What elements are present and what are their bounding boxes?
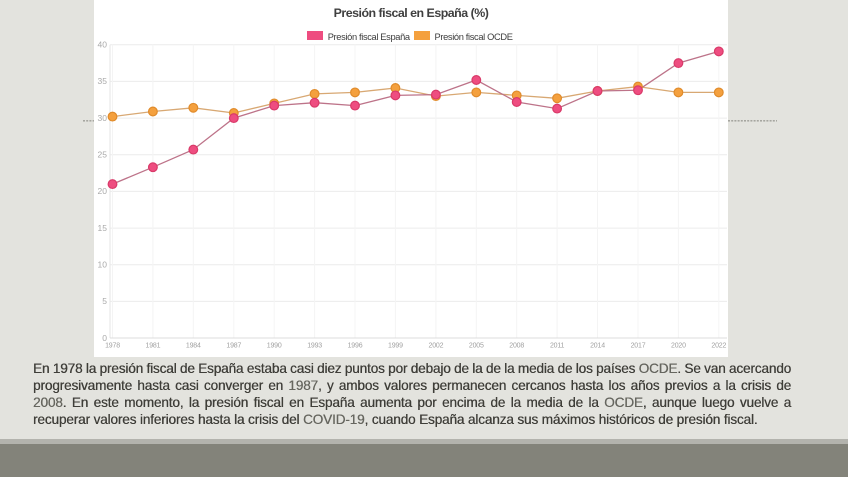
svg-text:10: 10 (98, 260, 108, 270)
svg-text:0: 0 (102, 333, 107, 343)
svg-text:1993: 1993 (307, 343, 322, 350)
svg-text:2017: 2017 (631, 343, 646, 350)
svg-text:2020: 2020 (671, 343, 686, 350)
svg-text:2008: 2008 (509, 343, 524, 350)
svg-text:40: 40 (98, 40, 108, 50)
svg-text:20: 20 (98, 186, 108, 196)
svg-text:2005: 2005 (469, 343, 484, 350)
svg-text:1996: 1996 (348, 343, 363, 350)
svg-text:1981: 1981 (146, 343, 161, 350)
svg-text:1978: 1978 (105, 343, 120, 350)
svg-text:5: 5 (102, 296, 107, 306)
svg-text:1984: 1984 (186, 343, 201, 350)
svg-text:2022: 2022 (711, 343, 726, 350)
svg-text:2002: 2002 (429, 343, 444, 350)
svg-text:30: 30 (98, 113, 108, 123)
svg-text:2011: 2011 (550, 343, 565, 350)
svg-text:2014: 2014 (590, 343, 605, 350)
svg-text:1999: 1999 (388, 343, 403, 350)
svg-text:1987: 1987 (226, 343, 241, 350)
svg-text:1990: 1990 (267, 343, 282, 350)
svg-text:25: 25 (98, 150, 108, 160)
svg-text:15: 15 (98, 223, 108, 233)
svg-text:35: 35 (98, 76, 108, 86)
